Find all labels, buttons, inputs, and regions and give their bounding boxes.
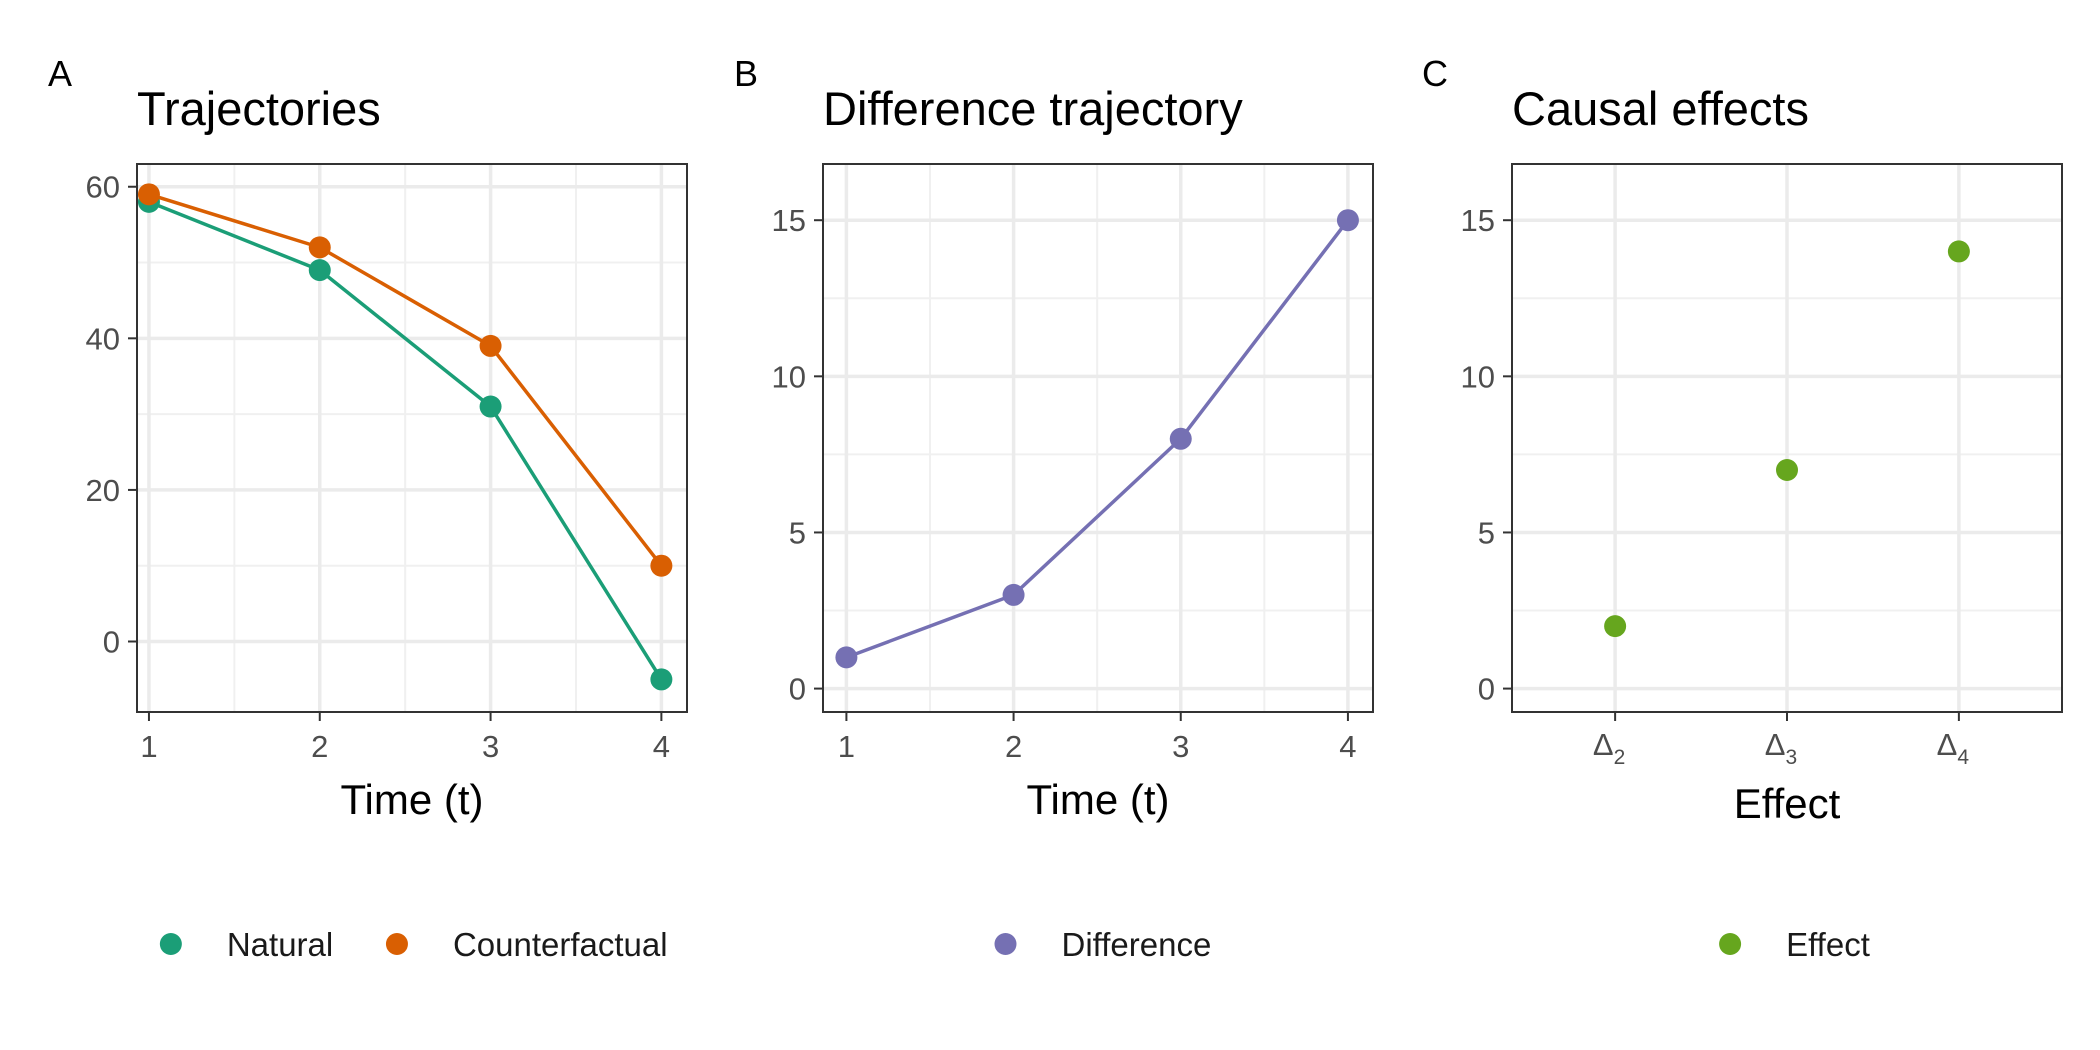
x-axis-title: Time (t) (1026, 776, 1169, 823)
y-tick-label: 60 (86, 170, 120, 205)
data-point-counterfactual (650, 554, 673, 577)
y-tick-label: 20 (86, 473, 120, 508)
data-point-counterfactual (479, 334, 502, 357)
y-tick-label: 0 (1478, 672, 1495, 707)
x-tick-subscript: 3 (1786, 746, 1798, 769)
panel-b: B Difference trajectory 0 5 10 15 1 2 3 4 Time (t)… (734, 53, 1374, 963)
panel-border (822, 163, 1374, 713)
legend-item-difference: Difference (994, 926, 1212, 963)
series-line-difference (845, 219, 1350, 659)
data-point-effect (1776, 459, 1798, 482)
y-tick-label: 15 (1461, 203, 1495, 238)
data-point-effect (1947, 240, 1970, 263)
x-tick-label: Δ4 (1937, 727, 1970, 769)
gridlines (823, 164, 1373, 712)
x-tick-label: Δ2 (1593, 727, 1625, 769)
series-line-natural (148, 200, 663, 681)
x-axis-title: Effect (1734, 780, 1841, 827)
data-point-counterfactual (137, 183, 160, 206)
panel-letter: A (48, 53, 72, 94)
x-tick-label: 1 (838, 729, 855, 764)
panel-a: A Trajectories 0 20 40 60 1 2 3 4 Time (t) Natural C… (48, 53, 688, 963)
legend-item-effect: Effect (1719, 926, 1870, 963)
data-point-effect (1604, 615, 1627, 638)
x-tick-symbol: Δ (1593, 727, 1614, 762)
panel-title: Difference trajectory (823, 82, 1243, 135)
y-tick-label: 10 (1461, 359, 1495, 394)
x-tick-label: 4 (1339, 729, 1356, 764)
x-tick-label: 2 (311, 729, 328, 764)
x-tick-label: Δ3 (1765, 727, 1797, 769)
legend-key (385, 933, 408, 955)
gridlines (137, 164, 687, 712)
data-point-difference (835, 646, 858, 669)
x-tick-subscript: 2 (1614, 746, 1626, 769)
x-axis-title: Time (t) (340, 776, 483, 823)
x-tick-label: 3 (1172, 729, 1189, 764)
data-point-natural (479, 395, 502, 418)
legend-key (159, 933, 182, 955)
y-tick-label: 5 (1478, 515, 1495, 550)
data-point-counterfactual (308, 236, 331, 259)
y-tick-label: 40 (86, 321, 120, 356)
series-line-counterfactual (148, 192, 663, 567)
panel-letter: C (1422, 53, 1448, 94)
y-tick-label: 0 (103, 625, 120, 660)
panel-title: Trajectories (137, 82, 381, 135)
data-point-difference (1002, 583, 1025, 606)
gridlines (1512, 164, 2062, 712)
data-point-difference (1336, 209, 1359, 232)
legend-item-natural: Natural (159, 926, 333, 963)
x-tick-label: 1 (140, 729, 157, 764)
y-tick-label: 10 (772, 359, 806, 394)
panel-border (136, 163, 688, 713)
y-tick-label: 15 (772, 203, 806, 238)
data-point-natural (308, 259, 331, 282)
legend: Natural Counterfactual (159, 926, 668, 963)
panel-title: Causal effects (1512, 82, 1809, 135)
panel-letter: B (734, 53, 758, 94)
legend-label: Counterfactual (453, 926, 668, 963)
data-point-natural (650, 668, 673, 691)
x-tick-symbol: Δ (1937, 727, 1958, 762)
y-tick-label: 5 (789, 515, 806, 550)
legend-label: Natural (227, 926, 333, 963)
legend-key (1719, 933, 1742, 955)
legend-label: Effect (1786, 926, 1870, 963)
data-point-difference (1169, 427, 1192, 450)
legend-label: Difference (1062, 926, 1212, 963)
plot-area (835, 209, 1359, 669)
plot-area (137, 183, 673, 691)
legend: Difference (994, 926, 1212, 963)
x-tick-symbol: Δ (1765, 727, 1786, 762)
x-tick-label: 3 (482, 729, 499, 764)
x-tick-subscript: 4 (1957, 746, 1969, 769)
x-tick-label: 4 (653, 729, 670, 764)
y-tick-label: 0 (789, 672, 806, 707)
legend-key (994, 933, 1017, 955)
legend: Effect (1719, 926, 1870, 963)
plot-area (1604, 240, 1970, 638)
x-tick-label: 2 (1005, 729, 1022, 764)
legend-item-counterfactual: Counterfactual (385, 926, 668, 963)
